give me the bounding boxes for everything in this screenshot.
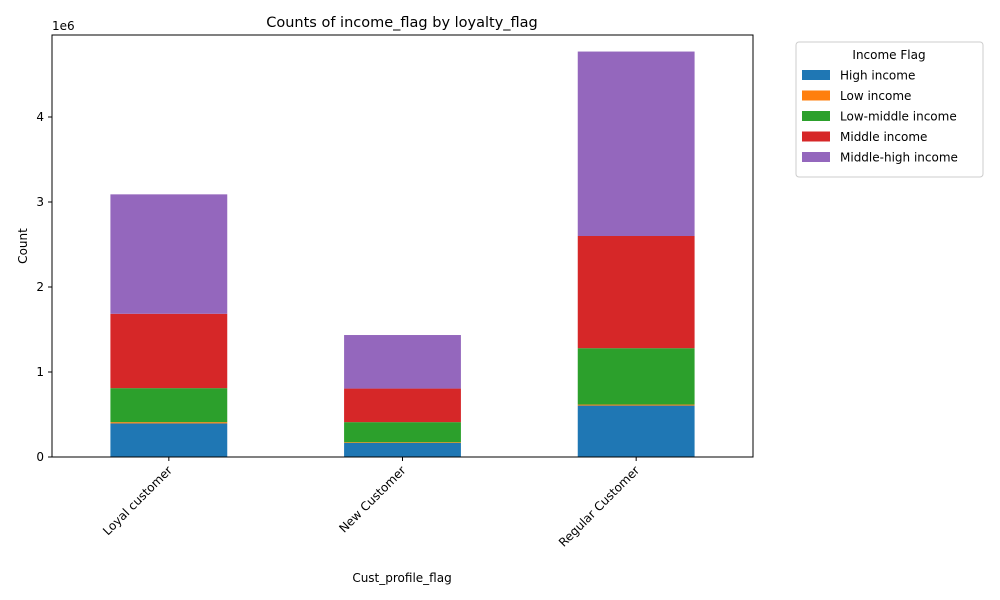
- bar-segment: [344, 442, 461, 457]
- legend-frame: [795, 41, 984, 178]
- y-tick-label: 2: [36, 280, 44, 294]
- legend-swatch: [802, 131, 830, 142]
- bar-segment: [577, 236, 695, 349]
- legend: Income Flag High income Low income Low-mid…: [795, 41, 984, 178]
- bar-segment: [110, 313, 228, 389]
- bar-segment: [344, 422, 461, 443]
- y-offset-label: 1e6: [52, 19, 75, 33]
- legend-swatch: [802, 111, 830, 121]
- legend-swatch: [802, 152, 830, 162]
- bar-segment: [110, 194, 228, 314]
- legend-label: Middle income: [840, 130, 927, 144]
- bar-segment: [577, 405, 695, 457]
- x-tick-label: Loyal customer: [100, 463, 175, 538]
- x-axis-label: Cust_profile_flag: [352, 571, 451, 585]
- legend-swatch: [802, 70, 830, 80]
- x-axis: Loyal customer New Customer Regular Custom…: [100, 457, 642, 550]
- bar-segment: [344, 388, 461, 423]
- bar-segment: [110, 423, 228, 457]
- bar-segment: [577, 348, 695, 405]
- y-axis: 0 1 2 3 4: [36, 110, 52, 464]
- y-tick-label: 0: [36, 450, 44, 464]
- y-tick-label: 1: [36, 365, 44, 379]
- y-axis-label: Count: [16, 228, 30, 264]
- legend-label: Middle-high income: [840, 151, 958, 165]
- legend-swatch: [802, 90, 830, 101]
- legend-title: Income Flag: [852, 48, 925, 62]
- bar-segment: [110, 422, 228, 424]
- chart-title: Counts of income_flag by loyalty_flag: [266, 15, 538, 31]
- x-tick-label: Regular Customer: [556, 463, 642, 549]
- y-tick-label: 3: [36, 195, 44, 209]
- bar-segment: [344, 442, 461, 443]
- bars-group: [110, 51, 695, 457]
- legend-label: Low-middle income: [840, 110, 957, 124]
- bar-segment: [344, 335, 461, 389]
- bar-segment: [577, 51, 695, 236]
- bar-segment: [110, 388, 228, 423]
- legend-label: Low income: [840, 89, 911, 103]
- bar-segment: [577, 404, 695, 406]
- y-tick-label: 4: [36, 110, 44, 124]
- legend-label: High income: [840, 69, 915, 83]
- x-tick-label: New Customer: [336, 463, 408, 535]
